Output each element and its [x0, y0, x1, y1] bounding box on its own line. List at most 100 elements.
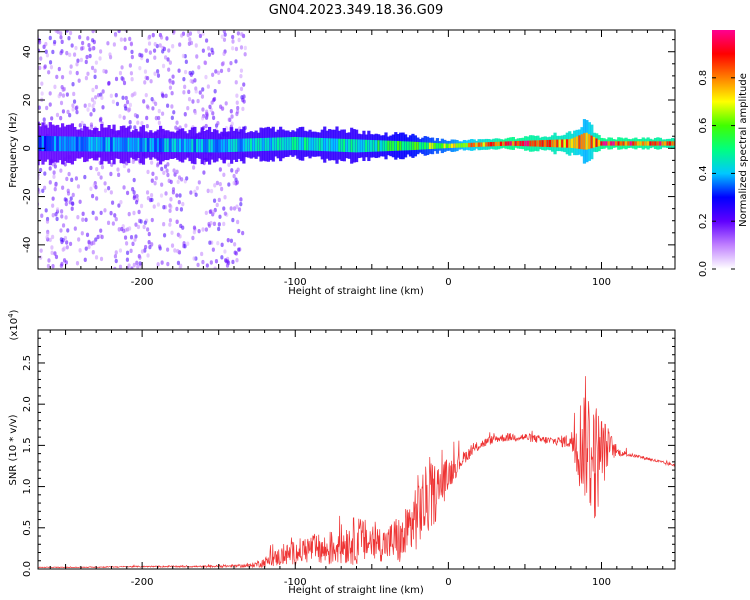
spectrum-point [151, 32, 155, 38]
spectrum-point [84, 59, 88, 65]
spectrum-point [207, 46, 211, 51]
spectrum-point [209, 260, 213, 265]
spectrum-point [200, 139, 204, 153]
spectrum-point [200, 251, 204, 257]
spectrum-point [83, 103, 87, 108]
spectrum-point [150, 178, 154, 183]
spectrum-point [91, 249, 95, 255]
spectrum-point [568, 139, 572, 148]
spectrum-point [133, 112, 138, 118]
spectrum-point [216, 240, 220, 246]
spectrum-point [204, 38, 209, 43]
spectrum-point [65, 50, 69, 56]
spectrum-point [140, 53, 144, 58]
spectrum-point [59, 31, 63, 36]
spectrum-point [107, 137, 111, 152]
spectrum-point [129, 248, 133, 254]
spectrum-point [570, 138, 574, 148]
spectrum-point [180, 33, 184, 38]
spectrum-point [122, 137, 126, 152]
spectrum-point [227, 162, 231, 167]
spectrum-point [224, 101, 228, 106]
spectrum-point [556, 139, 559, 148]
spectrum-point [182, 76, 186, 82]
spectrum-point [59, 50, 63, 56]
spectrum-point [70, 206, 74, 211]
spectrum-point [127, 211, 131, 217]
spectrum-point [231, 259, 235, 265]
spectrum-point [610, 141, 613, 146]
spectrum-point [165, 168, 169, 173]
spectrum-point [209, 220, 213, 226]
spectrum-point [502, 141, 505, 146]
spectrum-point [367, 139, 371, 152]
spectrum-point [113, 254, 118, 259]
spectrum-point [639, 141, 643, 146]
spectrum-point [384, 140, 388, 152]
spectrum-point [227, 67, 231, 73]
spectrum-point [597, 139, 601, 147]
spectrum-point [75, 105, 79, 110]
spectrum-point [234, 80, 238, 85]
spectrum-point [86, 36, 90, 41]
spectrum-point [33, 53, 36, 57]
spectrum-point [654, 141, 657, 146]
spectrum-point [113, 213, 117, 218]
spectrum-point [492, 141, 496, 147]
spectrum-point [41, 188, 45, 194]
spectrum-point [176, 179, 180, 185]
spectrum-point [291, 137, 295, 151]
spectrum-point [68, 241, 73, 247]
spectrum-point [480, 142, 483, 147]
spectrum-point [75, 261, 80, 266]
spectrum-point [66, 136, 69, 152]
spectrum-point [204, 123, 208, 129]
spectrum-point [71, 201, 75, 206]
spectrum-point [365, 139, 368, 152]
spectrum-point [33, 247, 36, 251]
spectrum-point [65, 240, 69, 245]
spectrum-point [211, 115, 216, 121]
spectrogram-y-ticks: -40 -20 0 20 40 [22, 39, 675, 270]
spectrum-point [194, 89, 198, 94]
spectrum-point [99, 256, 104, 262]
spectrum-point [80, 231, 84, 236]
spectrum-point [165, 36, 169, 41]
spectrum-point [39, 56, 43, 61]
spectrum-point [159, 35, 164, 40]
spectrum-point [114, 258, 118, 264]
spectrum-point [120, 137, 123, 152]
spectrum-point [178, 193, 182, 198]
spectrum-point [298, 137, 302, 151]
spectrum-point [330, 138, 334, 152]
spectrum-point [509, 141, 513, 146]
spectrum-point [52, 174, 56, 179]
spectrum-point [230, 121, 234, 126]
spectrum-point [38, 135, 40, 152]
spectrum-point [84, 246, 88, 251]
spectrum-point [558, 139, 562, 148]
spectrum-point [215, 139, 219, 153]
spectrum-point [323, 138, 327, 152]
spectrum-point [637, 141, 640, 146]
colorbar-label: Normalized spectral amplitude [738, 73, 749, 227]
spectrum-point [87, 43, 91, 48]
spectrum-point [149, 79, 153, 84]
spectrum-point [269, 137, 273, 151]
spectrum-point [168, 208, 172, 213]
spectrum-point [229, 109, 233, 114]
spectrum-point [374, 140, 378, 152]
spectrum-point [239, 86, 244, 92]
spectrum-point [131, 159, 135, 165]
spectrum-point [142, 137, 145, 152]
spectrum-point [355, 139, 358, 153]
spectrum-point [129, 41, 134, 47]
spectrum-point [125, 250, 130, 256]
spectrum-point [87, 102, 92, 108]
spectrum-point [153, 41, 157, 47]
spectrum-point [85, 232, 90, 238]
spectrum-point [35, 200, 38, 204]
spectrogram-y-tick-label: 0 [22, 145, 33, 151]
spectrum-point [142, 99, 146, 104]
spectrum-point [257, 138, 260, 152]
